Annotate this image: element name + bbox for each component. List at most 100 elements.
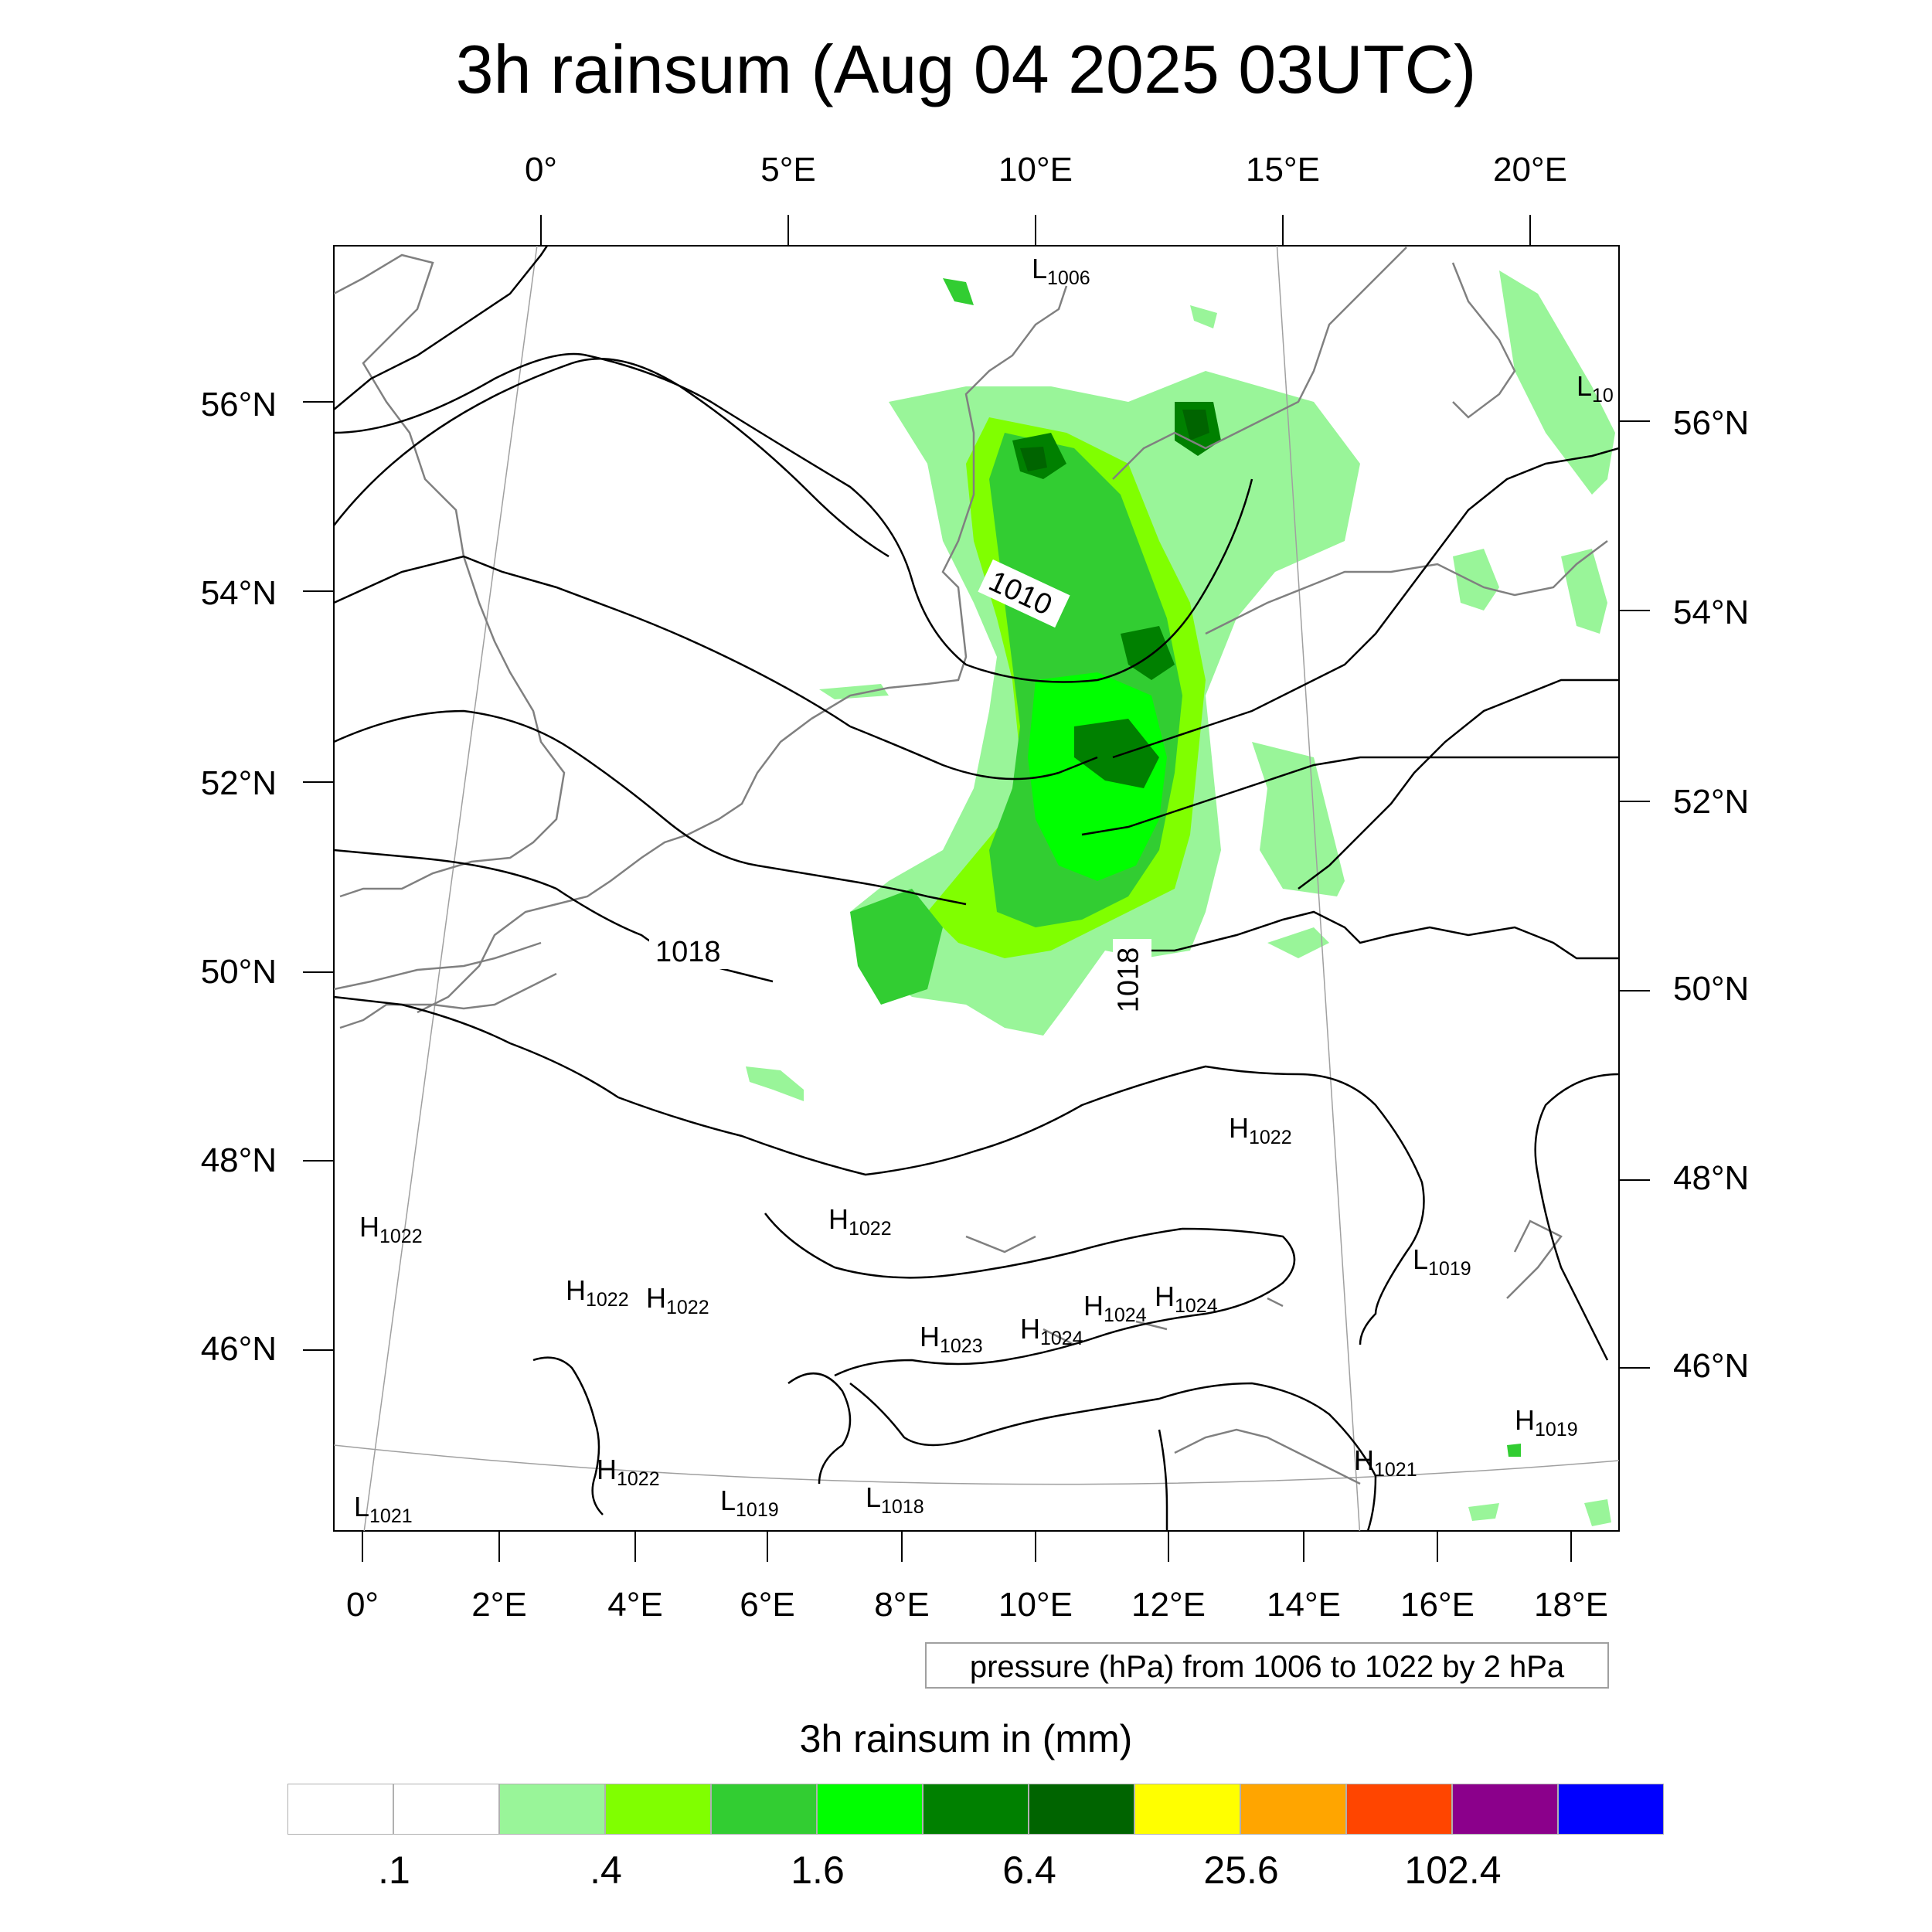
colorbar-swatch [1134, 1784, 1240, 1835]
pressure-center-l1019-a: L1019 [1413, 1243, 1471, 1281]
rain-west-1 [850, 889, 943, 1005]
graticule [334, 246, 1619, 1531]
top-lon-label-15e: 15°E [1246, 151, 1320, 189]
rain-field [746, 270, 1615, 1526]
colorbar-tick-label: 25.6 [1203, 1849, 1279, 1892]
bottom-lon-label-14e: 14°E [1267, 1586, 1341, 1624]
coast-sweden [1451, 262, 1516, 419]
isobar-4 [334, 555, 1098, 781]
isobars [334, 246, 1619, 1531]
colorbar-swatch [817, 1784, 923, 1835]
pressure-center-l10: L10 [1577, 370, 1614, 407]
pressure-center-h1019: H1019 [1515, 1404, 1578, 1441]
pressure-center-h1022-a: H1022 [1229, 1112, 1292, 1149]
left-lat-label-48n: 48°N [200, 1141, 277, 1179]
pressure-center-h1022-d: H1022 [566, 1274, 629, 1311]
bottom-lon-label-12e: 12°E [1131, 1586, 1206, 1624]
isobar-7 [334, 995, 1425, 1345]
coast-balkan [1506, 1219, 1563, 1299]
bottom-lon-label-10e: 10°E [998, 1586, 1073, 1624]
colorbar-swatch [1029, 1784, 1134, 1835]
pressure-center-h1022-c: H1022 [828, 1203, 892, 1240]
contour-label-bg-1010 [978, 559, 1070, 628]
coast-lakes [965, 1235, 1284, 1346]
rain-small-8 [1507, 1444, 1521, 1457]
right-lat-label-54n: 54°N [1673, 594, 1750, 631]
rain-small-3 [1267, 927, 1329, 958]
contour-info-box: pressure (hPa) from 1006 to 1022 by 2 hP… [925, 1642, 1609, 1689]
rain-core-5 [1020, 447, 1047, 471]
colorbar-swatch [287, 1784, 393, 1835]
coast-baltic [1112, 247, 1407, 480]
rain-area-east [1252, 742, 1345, 896]
isobar-9 [1081, 756, 1619, 836]
top-lon-label-20e: 20°E [1493, 151, 1567, 189]
isobar-2 [334, 352, 1253, 683]
colorbar-title: 3h rainsum in (mm) [799, 1717, 1133, 1760]
rain-core-6 [1182, 410, 1209, 440]
left-lat-label-50n: 50°N [200, 953, 277, 991]
right-lat-label-56n: 56°N [1673, 404, 1750, 442]
colorbar-swatch [1452, 1784, 1558, 1835]
rain-small-2 [819, 684, 889, 699]
colorbar-swatch [1558, 1784, 1664, 1835]
coast-adriatic [1174, 1428, 1361, 1485]
coast-baltic-south [1205, 540, 1608, 635]
pressure-center-h1024-a: H1024 [1020, 1313, 1083, 1350]
map-title: 3h rainsum (Aug 04 2025 03UTC) [455, 31, 1477, 107]
isobar-15 [532, 1356, 604, 1515]
colorbar-swatch [393, 1784, 499, 1835]
contour-label-bg-1018a [649, 934, 734, 969]
coast-continent [811, 285, 1068, 720]
bottom-lon-label-4e: 4°E [607, 1586, 663, 1624]
colorbar-tick-label: 102.4 [1404, 1849, 1502, 1892]
colorbar-tick-label: 6.4 [1002, 1849, 1056, 1892]
isobar-17 [1158, 1429, 1168, 1531]
left-lat-label-54n: 54°N [200, 574, 277, 612]
rain-area-lithuania [1561, 549, 1607, 634]
rain-small-7 [1584, 1499, 1611, 1526]
isobar-13 [764, 1213, 1296, 1377]
top-lon-label-5e: 5°E [760, 151, 816, 189]
isobar-8 [1112, 447, 1619, 759]
bottom-lon-label-18e: 18°E [1534, 1586, 1608, 1624]
isobar-1 [334, 246, 549, 410]
pressure-center-h1023: H1023 [920, 1321, 983, 1358]
right-lat-label-50n: 50°N [1673, 970, 1750, 1008]
left-lat-label-56n: 56°N [200, 386, 277, 423]
isobar-5 [334, 709, 967, 906]
left-ticks [303, 401, 334, 1351]
colorbar-tick-label: .1 [378, 1849, 410, 1892]
left-lat-label-52n: 52°N [200, 764, 277, 802]
top-lon-label-0: 0° [524, 151, 558, 189]
colorbar-swatch [605, 1784, 711, 1835]
coast-netherlands [417, 718, 812, 1014]
pressure-center-h1022-e: H1022 [646, 1282, 709, 1319]
right-lat-label-52n: 52°N [1673, 783, 1750, 821]
pressure-center-h1022-b: H1022 [359, 1211, 423, 1248]
bottom-lon-label-8e: 8°E [874, 1586, 930, 1624]
bottom-lon-label-2e: 2°E [471, 1586, 527, 1624]
colorbar-swatch [1240, 1784, 1346, 1835]
pressure-center-l1021: L1021 [354, 1491, 413, 1528]
rain-small-6 [1468, 1503, 1499, 1521]
pressure-center-l1018: L1018 [866, 1481, 924, 1519]
right-lat-label-46n: 46°N [1673, 1347, 1750, 1385]
left-lat-label-46n: 46°N [200, 1330, 277, 1368]
pressure-center-h1022-f: H1022 [597, 1454, 660, 1491]
colorbar-swatch [499, 1784, 605, 1835]
top-lon-label-10e: 10°E [998, 151, 1073, 189]
bottom-lon-label-16e: 16°E [1400, 1586, 1475, 1624]
rain-area-baltic [1453, 549, 1499, 611]
rain-small-5 [1190, 305, 1217, 328]
isobar-12 [1534, 1073, 1619, 1361]
right-ticks [1619, 420, 1650, 1369]
bottom-lon-label-0: 0° [345, 1586, 379, 1624]
pressure-center-h1021: H1021 [1354, 1444, 1417, 1481]
isobar-14 [849, 1382, 1377, 1531]
bottom-ticks [362, 1531, 1572, 1562]
rain-area-northeast [1499, 270, 1615, 495]
colorbar [287, 1784, 1664, 1835]
isobar-10 [1128, 910, 1619, 960]
